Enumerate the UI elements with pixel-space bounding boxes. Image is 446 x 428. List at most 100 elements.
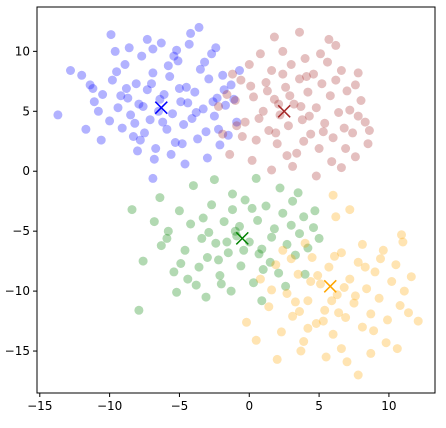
scatter-point xyxy=(369,326,379,336)
scatter-point xyxy=(190,87,200,97)
scatter-point xyxy=(311,171,321,181)
scatter-point xyxy=(321,352,331,362)
scatter-point xyxy=(328,133,338,143)
scatter-point xyxy=(198,104,208,114)
scatter-point xyxy=(282,151,292,161)
scatter-point xyxy=(244,237,254,247)
y-tick-label: 0 xyxy=(22,164,30,178)
scatter-point xyxy=(229,94,239,104)
scatter-point xyxy=(398,237,408,247)
scatter-point xyxy=(258,265,268,274)
scatter-point xyxy=(211,238,221,248)
scatter-point xyxy=(339,123,349,133)
scatter-point xyxy=(131,79,141,89)
scatter-point xyxy=(174,206,184,216)
scatter-point xyxy=(300,269,310,279)
scatter-point xyxy=(293,269,303,279)
scatter-point xyxy=(127,205,137,215)
scatter-point xyxy=(395,301,405,310)
scatter-point xyxy=(88,84,98,93)
scatter-point xyxy=(186,219,196,229)
scatter-point xyxy=(295,74,304,84)
scatter-point xyxy=(162,233,172,243)
x-axis: −15 −10 −5 0 5 10 xyxy=(27,393,397,413)
x-tick-label: 10 xyxy=(381,399,396,413)
scatter-point xyxy=(331,212,341,222)
scatter-point xyxy=(172,45,182,55)
scatter-point xyxy=(134,99,144,109)
y-tick-label: −10 xyxy=(5,284,30,298)
scatter-point xyxy=(66,66,75,75)
scatter-point xyxy=(318,316,328,326)
scatter-point xyxy=(336,344,346,354)
scatter-point xyxy=(177,139,187,149)
scatter-point xyxy=(281,281,291,291)
scatter-point xyxy=(264,126,274,135)
scatter-point xyxy=(112,67,122,77)
scatter-point xyxy=(342,86,352,96)
scatter-point xyxy=(364,126,374,135)
scatter-point xyxy=(314,233,324,243)
scatter-point xyxy=(399,286,409,296)
scatter-point xyxy=(339,283,349,292)
scatter-point xyxy=(387,277,397,286)
scatter-point xyxy=(77,70,87,80)
scatter-point xyxy=(163,226,173,236)
scatter-point xyxy=(306,277,316,286)
scatter-point xyxy=(194,22,204,32)
scatter-point xyxy=(187,114,197,123)
scatter-point xyxy=(222,237,232,247)
scatter-point xyxy=(169,51,179,61)
scatter-point xyxy=(345,205,355,215)
scatter-point xyxy=(246,81,256,91)
scatter-point xyxy=(295,229,304,239)
scatter-point xyxy=(349,298,359,308)
scatter-point xyxy=(267,66,277,75)
scatter-point xyxy=(197,233,207,243)
scatter-point xyxy=(350,291,360,301)
scatter-point xyxy=(345,105,355,115)
scatter-point xyxy=(299,212,309,222)
scatter-point xyxy=(117,123,127,133)
scatter-point xyxy=(188,181,198,191)
x-tick-label: 0 xyxy=(245,399,253,413)
scatter-point xyxy=(271,128,281,138)
scatter-point xyxy=(179,120,189,129)
y-tick-label: 5 xyxy=(22,104,30,118)
scatter-point xyxy=(269,224,279,234)
scatter-point xyxy=(106,30,116,40)
scatter-point xyxy=(105,116,115,126)
scatter-point xyxy=(383,315,392,325)
scatter-point xyxy=(357,239,367,249)
scatter-point xyxy=(219,217,229,227)
scatter-point xyxy=(170,138,180,147)
scatter-point xyxy=(201,292,211,302)
scatter-point xyxy=(324,34,334,44)
scatter-point xyxy=(327,296,337,306)
scatter-point xyxy=(316,49,325,59)
scatter-point xyxy=(85,80,95,90)
scatter-point xyxy=(215,140,225,150)
scatter-point xyxy=(360,262,370,272)
scatter-point xyxy=(240,117,250,127)
scatter-point xyxy=(353,111,363,121)
scatter-point xyxy=(303,323,313,333)
scatter-point xyxy=(140,128,149,138)
scatter-point xyxy=(316,279,325,289)
scatter-point xyxy=(219,85,229,95)
scatter-point xyxy=(254,114,264,123)
y-axis: −15 −10 −5 0 5 10 xyxy=(5,44,37,358)
scatter-point xyxy=(320,305,330,315)
scatter-point xyxy=(232,231,242,241)
y-tick-label: 10 xyxy=(15,44,30,58)
scatter-point xyxy=(239,245,249,255)
x-tick-label: −15 xyxy=(27,399,52,413)
x-tick-label: −5 xyxy=(171,399,189,413)
scatter-point xyxy=(289,99,299,109)
scatter-point xyxy=(133,146,142,156)
scatter-point xyxy=(194,262,204,272)
scatter-point xyxy=(211,43,221,53)
x-tick-label: 5 xyxy=(315,399,323,413)
scatter-point xyxy=(159,90,169,99)
scatter-point xyxy=(134,305,144,315)
